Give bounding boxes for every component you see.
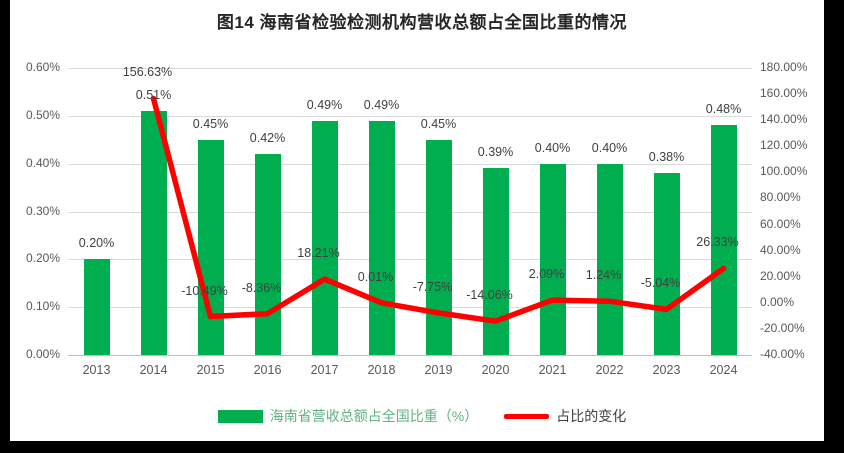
y-axis-left-tick: 0.60% [25,60,60,74]
y-axis-right-tick: 160.00% [760,86,808,101]
combo-chart: 图14 海南省检验检测机构营收总额占全国比重的情况 0.60% 0.50% 0.40… [0,13,844,429]
x-tick-2017: 2017 [310,363,339,377]
chart-title: 图14 海南省检验检测机构营收总额占全国比重的情况 [216,13,628,32]
bar-2022 [596,163,623,355]
bar-2017 [311,120,338,355]
y-axis-right-tick: 40.00% [760,242,801,257]
line-label-2015: -10.49% [181,283,228,298]
x-tick-2014: 2014 [139,363,168,377]
bar-2023 [653,173,680,355]
y-axis-left-tick: 0.00% [25,347,60,361]
x-tick-2013: 2013 [82,363,111,377]
y-axis-right-tick: -40.00% [760,347,805,361]
y-axis-right-tick: 0.00% [760,294,795,309]
frame-right-border [824,0,844,453]
line-label-2023: -5.04% [640,276,681,291]
frame-left-border [0,0,10,453]
bar-label-2016: 0.42% [249,131,286,146]
gridline [68,355,752,356]
bar-2018 [368,120,395,355]
bar-label-2017: 0.49% [306,97,343,112]
line-label-2016: -8.36% [241,280,282,295]
y-axis-right-tick: 120.00% [760,138,808,153]
line-label-2024: 26.33% [696,235,739,250]
bar-label-2013: 0.20% [78,236,115,251]
bar-label-2021: 0.40% [534,140,571,155]
x-tick-2016: 2016 [253,363,282,377]
bar-label-2015: 0.45% [192,116,229,131]
line-label-2018: 0.01% [357,269,394,284]
plot-area [68,68,752,356]
line-series-swatch-icon [504,413,550,419]
y-axis-right-tick: 180.00% [760,60,808,74]
bar-2024 [710,125,737,355]
line-label-2022: 1.24% [585,268,622,283]
x-tick-2023: 2023 [652,363,681,377]
x-tick-2019: 2019 [424,363,453,377]
x-tick-2018: 2018 [367,363,396,377]
x-tick-2021: 2021 [538,363,567,377]
frame-bottom-border [0,441,844,453]
bar-2021 [539,163,566,355]
y-axis-left-tick: 0.30% [25,203,60,218]
x-tick-2015: 2015 [196,363,225,377]
x-tick-2020: 2020 [481,363,510,377]
bar-label-2014: 0.51% [135,88,172,103]
y-axis-right-tick: 140.00% [760,112,808,127]
line-label-2019: -7.75% [412,279,453,294]
x-tick-2022: 2022 [595,363,624,377]
bar-label-2019: 0.45% [420,116,457,131]
bar-2014 [140,111,167,355]
line-series [150,95,727,324]
bar-label-2020: 0.39% [477,145,514,160]
legend-item-bars: 海南省营收总额占全国比重（%） [217,406,479,426]
bar-label-2018: 0.49% [363,97,400,112]
x-tick-2024: 2024 [709,363,738,377]
bar-series-swatch-icon [217,409,263,423]
y-axis-right-tick: -20.00% [760,320,805,335]
y-axis-right-tick: 100.00% [760,164,808,179]
bar-2016 [254,154,281,355]
bar-label-2022: 0.40% [591,140,628,155]
y-axis-left-tick: 0.10% [25,299,60,314]
line-label-2020: -14.06% [466,288,513,303]
line-series-layer [150,95,727,324]
y-axis-right-tick: 80.00% [760,190,801,205]
bar-label-2024: 0.48% [705,102,742,117]
bar-label-2023: 0.38% [648,150,685,165]
y-axis-left-tick: 0.50% [25,107,60,122]
y-axis-right-tick: 20.00% [760,268,801,283]
gridline [68,211,752,213]
legend: 海南省营收总额占全国比重（%） 占比的变化 [0,403,844,429]
legend-label: 占比的变化 [556,408,627,424]
bar-2019 [425,139,452,355]
gridline [68,68,752,69]
legend-label: 海南省营收总额占全国比重（%） [269,408,479,424]
legend-item-line: 占比的变化 [504,406,626,426]
gridline [68,163,752,165]
y-axis-left-tick: 0.40% [25,155,60,170]
bar-2013 [83,259,110,355]
gridline [68,259,752,261]
y-axis-right-tick: 60.00% [760,216,801,231]
y-axis-left-tick: 0.20% [25,251,60,266]
line-label-2017: 18.21% [297,246,340,261]
gridline [68,115,752,117]
line-label-2014: 156.63% [122,65,173,80]
line-label-2021: 2.09% [528,267,565,282]
